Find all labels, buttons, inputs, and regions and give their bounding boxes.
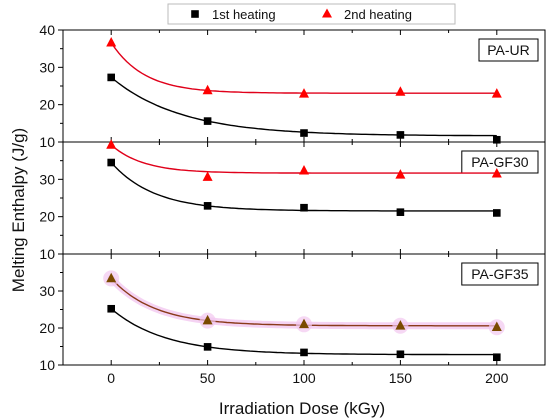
data-point [106,36,117,47]
panels-layer: 10 20 30 40 PA-UR 10 20 30 PA-GF30 10 20 30 PA-GF35 0… [39,22,546,386]
y-tick-label: 20 [39,209,55,225]
x-tick-label: 50 [200,370,216,386]
data-point [300,203,308,212]
data-point [395,86,406,96]
x-axis-label: Irradiation Dose (kGy) [219,399,385,418]
legend-marker-1st-heating [191,10,199,18]
data-point [396,208,405,216]
data-point [493,135,501,144]
panel-label-box [461,262,539,286]
data-point [491,321,502,332]
data-point [300,129,308,137]
data-point [491,88,502,98]
legend: 1st heating 2nd heating [167,3,456,25]
data-point [107,73,115,82]
data-point [107,304,115,313]
fit-curve [110,76,497,137]
panel-label: PA-GF35 [471,266,529,282]
panel-label-box [461,150,539,174]
panel-pa-ur: 10 20 30 40 PA-UR [39,22,546,150]
y-tick-label: 10 [39,246,55,262]
data-point [203,117,212,125]
panel-pa-gf35: 10 20 30 PA-GF35 0 50 100 150 200 [39,253,546,386]
data-point [493,209,501,217]
panel-frame [62,29,546,143]
data-point [299,165,309,175]
y-tick-label: 40 [39,22,55,38]
data-point [202,171,213,181]
data-point [203,343,212,351]
x-tick-label: 0 [107,370,115,386]
y-tick-label: 30 [39,283,55,299]
data-point [202,314,213,325]
y-tick-label: 20 [39,320,55,336]
legend-box [167,3,456,25]
y-tick-label: 30 [39,59,55,75]
y-tick-label: 10 [39,357,55,373]
data-point [493,353,501,362]
data-point [396,350,405,359]
panel-label: PA-UR [487,42,530,58]
data-point [300,348,308,357]
data-point [203,202,212,210]
y-tick-label: 30 [39,171,55,187]
data-point [395,169,406,179]
data-point [395,320,406,330]
data-point [396,131,405,139]
data-point [299,318,309,329]
legend-label-2nd-heating: 2nd heating [344,7,412,22]
fit-curve [110,42,497,94]
panel-pa-gf30: 10 20 30 PA-GF30 [39,139,546,262]
data-point [106,139,117,149]
x-tick-label: 100 [292,370,316,386]
data-point [106,272,117,283]
legend-label-1st-heating: 1st heating [212,7,276,22]
panel-label-box [478,38,539,62]
data-point [491,168,502,178]
y-axis-label: Melting Enthalpy (J/g) [9,128,28,292]
panel-label: PA-GF30 [471,154,529,170]
data-point [202,84,213,95]
data-point [299,88,309,98]
legend-marker-2nd-heating [322,8,332,18]
y-tick-label: 20 [39,97,55,113]
x-tick-label: 150 [389,370,413,386]
x-tick-label: 200 [485,370,509,386]
data-point [107,158,115,167]
y-tick-label: 10 [39,134,55,150]
